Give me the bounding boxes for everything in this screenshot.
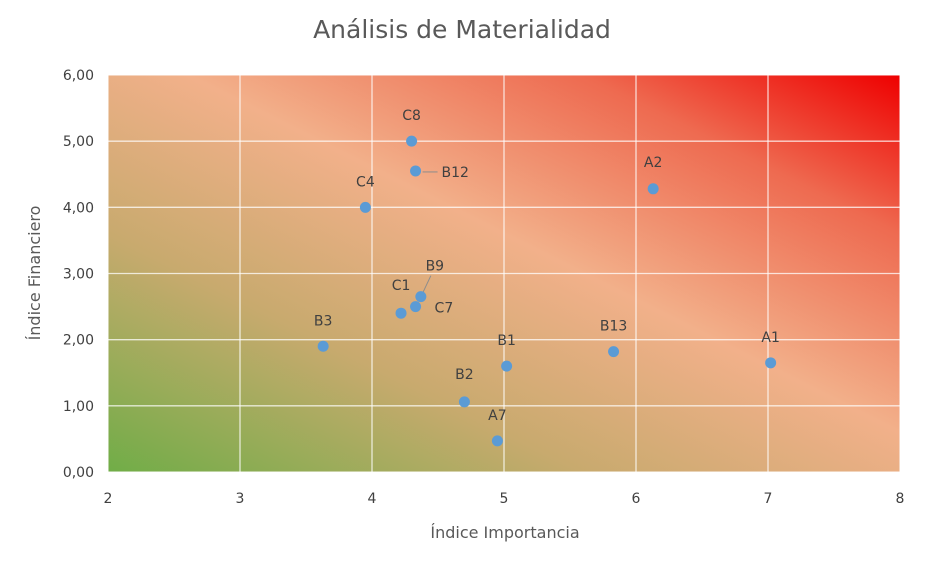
data-label-b1: B1 (497, 333, 516, 349)
x-tick-label: 5 (500, 491, 509, 507)
x-tick-label: 4 (368, 491, 377, 507)
x-axis-title: Índice Importancia (430, 523, 579, 542)
data-label-c7: C7 (435, 301, 454, 317)
data-point-b12 (410, 165, 422, 177)
data-label-b9: B9 (426, 259, 445, 275)
data-points (317, 135, 777, 447)
y-tick-label: 4,00 (63, 200, 94, 216)
x-tick-label: 6 (632, 491, 641, 507)
y-tick-label: 0,00 (63, 465, 94, 481)
data-point-b13 (608, 346, 620, 358)
x-tick-label: 3 (236, 491, 245, 507)
y-tick-label: 5,00 (63, 134, 94, 150)
data-point-c7 (410, 301, 422, 313)
y-tick-label: 6,00 (63, 68, 94, 84)
data-point-b3 (317, 340, 329, 352)
y-tick-label: 1,00 (63, 399, 94, 415)
data-label-b13: B13 (600, 319, 627, 335)
data-label-b12: B12 (442, 165, 469, 181)
x-tick-label: 7 (764, 491, 773, 507)
data-label-b3: B3 (314, 313, 333, 329)
chart-title: Análisis de Materialidad (313, 15, 611, 44)
data-label-a2: A2 (644, 155, 662, 171)
data-label-c1: C1 (392, 278, 411, 294)
y-tick-label: 3,00 (63, 267, 94, 283)
y-axis-title: Índice Financiero (25, 206, 44, 341)
leader-lines (422, 171, 438, 293)
data-point-c1 (395, 307, 407, 319)
data-point-b9 (415, 291, 427, 303)
data-label-a1: A1 (761, 330, 779, 346)
data-label-c4: C4 (356, 174, 375, 190)
y-tick-label: 2,00 (63, 333, 94, 349)
data-label-c8: C8 (402, 108, 421, 124)
data-point-c4 (359, 201, 371, 213)
grid-lines (107, 74, 901, 473)
data-point-a1 (765, 357, 777, 369)
x-tick-label: 8 (896, 491, 905, 507)
axis-tick-labels: 2 3 4 5 6 7 8 0,00 1,00 2,00 3,00 4,00 5,00 6,00 (63, 68, 905, 507)
data-label-a7: A7 (488, 408, 506, 424)
data-point-c8 (406, 135, 418, 147)
data-point-a2 (647, 183, 659, 195)
data-point-b2 (458, 396, 470, 408)
data-point-a7 (491, 435, 503, 447)
data-point-labels: C8 B12 A2 C4 B9 C1 C7 B3 B13 B1 A1 B2 A7 (314, 108, 780, 424)
x-tick-label: 2 (104, 491, 113, 507)
data-label-b2: B2 (455, 367, 474, 383)
leader-line-b9 (422, 275, 432, 293)
data-point-b1 (501, 360, 513, 372)
